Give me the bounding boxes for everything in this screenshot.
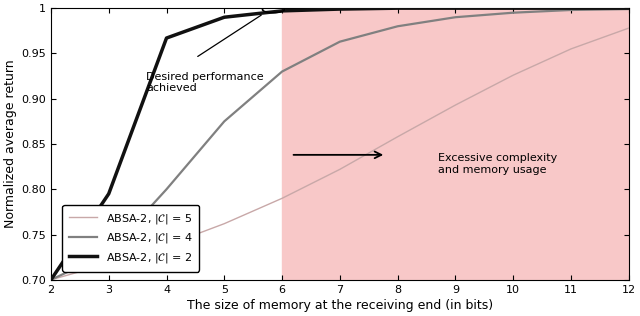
- ABSA-2, $|\mathcal{C}|$ = 4: [625, 7, 632, 11]
- ABSA-2, $|\mathcal{C}|$ = 5: [509, 73, 517, 77]
- ABSA-2, $|\mathcal{C}|$ = 4: [47, 278, 55, 282]
- ABSA-2, $|\mathcal{C}|$ = 4: [278, 70, 286, 73]
- ABSA-2, $|\mathcal{C}|$ = 5: [567, 47, 575, 51]
- ABSA-2, $|\mathcal{C}|$ = 2: [105, 192, 113, 196]
- X-axis label: The size of memory at the receiving end (in bits): The size of memory at the receiving end …: [187, 299, 493, 312]
- ABSA-2, $|\mathcal{C}|$ = 5: [47, 278, 55, 282]
- ABSA-2, $|\mathcal{C}|$ = 4: [163, 187, 170, 191]
- ABSA-2, $|\mathcal{C}|$ = 5: [220, 222, 228, 226]
- ABSA-2, $|\mathcal{C}|$ = 5: [105, 262, 113, 265]
- ABSA-2, $|\mathcal{C}|$ = 2: [509, 6, 517, 10]
- ABSA-2, $|\mathcal{C}|$ = 5: [163, 244, 170, 247]
- ABSA-2, $|\mathcal{C}|$ = 4: [452, 15, 460, 19]
- ABSA-2, $|\mathcal{C}|$ = 2: [47, 278, 55, 282]
- ABSA-2, $|\mathcal{C}|$ = 2: [625, 6, 632, 10]
- Line: ABSA-2, $|\mathcal{C}|$ = 4: ABSA-2, $|\mathcal{C}|$ = 4: [51, 9, 628, 280]
- Line: ABSA-2, $|\mathcal{C}|$ = 2: ABSA-2, $|\mathcal{C}|$ = 2: [51, 8, 628, 280]
- ABSA-2, $|\mathcal{C}|$ = 5: [452, 103, 460, 107]
- Legend: ABSA-2, $|\mathcal{C}|$ = 5, ABSA-2, $|\mathcal{C}|$ = 4, ABSA-2, $|\mathcal{C}|: ABSA-2, $|\mathcal{C}|$ = 5, ABSA-2, $|\…: [62, 205, 199, 271]
- Text: Excessive complexity
and memory usage: Excessive complexity and memory usage: [438, 153, 557, 175]
- ABSA-2, $|\mathcal{C}|$ = 4: [336, 40, 344, 44]
- ABSA-2, $|\mathcal{C}|$ = 4: [394, 24, 401, 28]
- ABSA-2, $|\mathcal{C}|$ = 5: [336, 167, 344, 171]
- ABSA-2, $|\mathcal{C}|$ = 5: [394, 135, 401, 139]
- ABSA-2, $|\mathcal{C}|$ = 2: [336, 7, 344, 11]
- ABSA-2, $|\mathcal{C}|$ = 2: [163, 36, 170, 40]
- ABSA-2, $|\mathcal{C}|$ = 4: [509, 11, 517, 15]
- Line: ABSA-2, $|\mathcal{C}|$ = 5: ABSA-2, $|\mathcal{C}|$ = 5: [51, 28, 628, 280]
- ABSA-2, $|\mathcal{C}|$ = 2: [452, 6, 460, 10]
- ABSA-2, $|\mathcal{C}|$ = 2: [278, 9, 286, 13]
- ABSA-2, $|\mathcal{C}|$ = 4: [567, 8, 575, 12]
- ABSA-2, $|\mathcal{C}|$ = 4: [105, 251, 113, 254]
- Y-axis label: Normalized average return: Normalized average return: [4, 60, 17, 228]
- ABSA-2, $|\mathcal{C}|$ = 2: [394, 6, 401, 10]
- ABSA-2, $|\mathcal{C}|$ = 2: [567, 6, 575, 10]
- ABSA-2, $|\mathcal{C}|$ = 5: [625, 26, 632, 30]
- ABSA-2, $|\mathcal{C}|$ = 5: [278, 197, 286, 200]
- ABSA-2, $|\mathcal{C}|$ = 4: [220, 119, 228, 123]
- Text: Desired performance
achieved: Desired performance achieved: [147, 71, 264, 93]
- Bar: [282, 8, 628, 280]
- ABSA-2, $|\mathcal{C}|$ = 2: [220, 15, 228, 19]
